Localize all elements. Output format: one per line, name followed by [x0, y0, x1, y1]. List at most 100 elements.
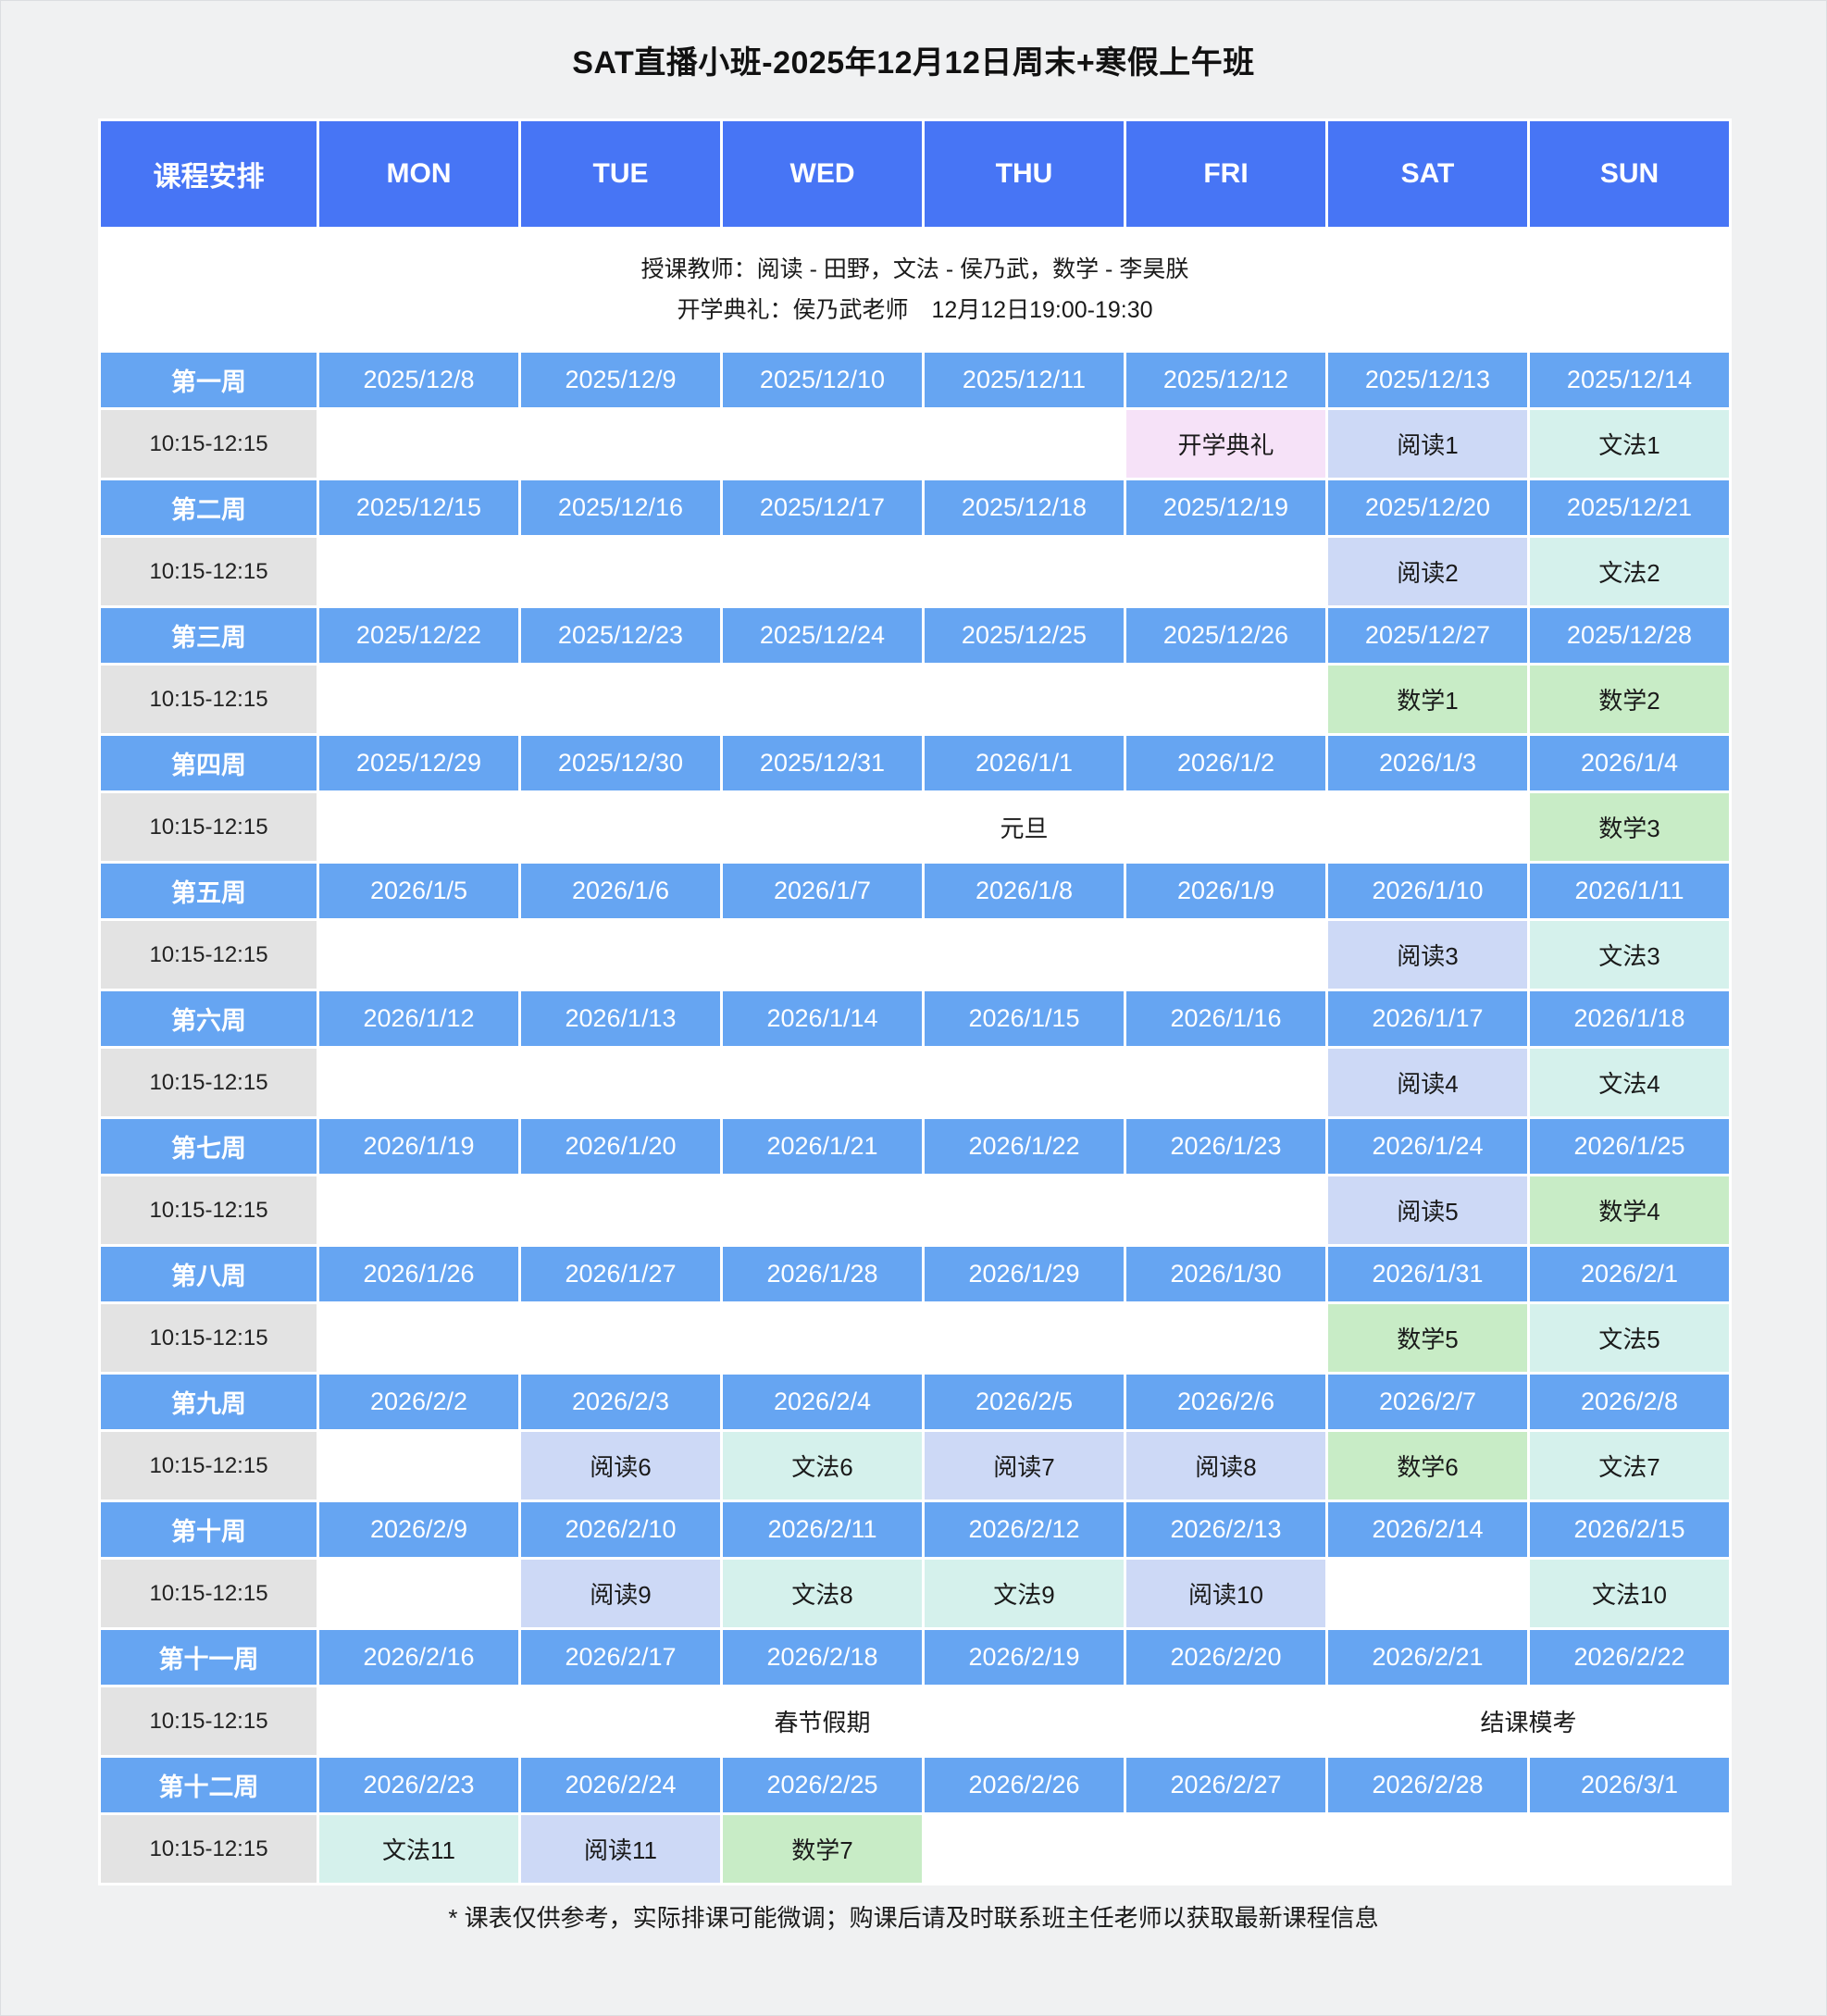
week-2-class-row: 10:15-12:15 阅读2 文法2	[98, 535, 1732, 608]
date-cell: 2025/12/18	[922, 478, 1126, 538]
class-cell-grammar: 文法5	[1527, 1301, 1732, 1375]
date-cell: 2026/1/29	[922, 1244, 1126, 1304]
date-cell: 2026/1/6	[518, 861, 723, 921]
weekday-header-sat: SAT	[1325, 118, 1530, 230]
class-cell-empty	[922, 1301, 1126, 1375]
class-cell-empty	[922, 407, 1126, 480]
date-cell: 2026/2/26	[922, 1755, 1126, 1815]
class-cell-grammar: 文法7	[1527, 1429, 1732, 1502]
week-10-date-row: 第十周 2026/2/9 2026/2/10 2026/2/11 2026/2/12 20…	[98, 1500, 1732, 1560]
schedule-table-wrap: 课程安排 MON TUE WED THU FRI SAT SUN 授课教师：阅读…	[1, 118, 1826, 1885]
weekday-header-sun: SUN	[1527, 118, 1732, 230]
class-cell-math: 数学4	[1527, 1174, 1732, 1247]
week-label: 第十二周	[98, 1755, 319, 1815]
date-cell: 2026/1/8	[922, 861, 1126, 921]
time-slot-cell: 10:15-12:15	[98, 1429, 319, 1502]
week-label: 第十周	[98, 1500, 319, 1560]
date-cell: 2025/12/8	[317, 350, 521, 410]
date-cell: 2026/2/21	[1325, 1627, 1530, 1687]
date-cell: 2026/1/5	[317, 861, 521, 921]
class-cell-reading: 阅读1	[1325, 407, 1530, 480]
schedule-label-cell: 课程安排	[98, 118, 319, 230]
class-cell-reading: 阅读5	[1325, 1174, 1530, 1247]
date-cell: 2026/3/1	[1527, 1755, 1732, 1815]
date-cell: 2026/2/10	[518, 1500, 723, 1560]
class-cell-empty	[922, 1685, 1126, 1758]
time-slot-cell: 10:15-12:15	[98, 1046, 319, 1119]
class-cell-empty	[317, 1046, 521, 1119]
date-cell: 2025/12/14	[1527, 350, 1732, 410]
date-cell: 2026/1/16	[1124, 989, 1328, 1049]
class-cell-empty	[720, 1046, 925, 1119]
class-cell-reading: 阅读6	[518, 1429, 723, 1502]
date-cell: 2026/1/28	[720, 1244, 925, 1304]
week-5-date-row: 第五周 2026/1/5 2026/1/6 2026/1/7 2026/1/8 2026/…	[98, 861, 1732, 921]
week-11-date-row: 第十一周 2026/2/16 2026/2/17 2026/2/18 2026/2/19…	[98, 1627, 1732, 1687]
week-9-date-row: 第九周 2026/2/2 2026/2/3 2026/2/4 2026/2/5 2026/…	[98, 1372, 1732, 1432]
weekday-header-row: 课程安排 MON TUE WED THU FRI SAT SUN	[98, 118, 1732, 230]
date-cell: 2025/12/10	[720, 350, 925, 410]
date-cell: 2026/2/3	[518, 1372, 723, 1432]
class-cell-empty	[922, 535, 1126, 608]
week-3-class-row: 10:15-12:15 数学1 数学2	[98, 663, 1732, 736]
date-cell: 2025/12/12	[1124, 350, 1328, 410]
week-3-date-row: 第三周 2025/12/22 2025/12/23 2025/12/24 2025/12…	[98, 605, 1732, 666]
class-cell-empty	[1124, 663, 1328, 736]
week-5-class-row: 10:15-12:15 阅读3 文法3	[98, 918, 1732, 991]
class-cell-grammar: 文法1	[1527, 407, 1732, 480]
class-cell-empty	[518, 535, 723, 608]
date-cell: 2026/1/17	[1325, 989, 1530, 1049]
date-cell: 2026/2/24	[518, 1755, 723, 1815]
date-cell: 2026/2/11	[720, 1500, 925, 1560]
week-12-class-row: 10:15-12:15 文法11 阅读11 数学7	[98, 1812, 1732, 1885]
week-label: 第三周	[98, 605, 319, 666]
date-cell: 2026/1/2	[1124, 733, 1328, 793]
date-cell: 2026/1/14	[720, 989, 925, 1049]
week-9-class-row: 10:15-12:15 阅读6 文法6 阅读7 阅读8 数学6 文法7	[98, 1429, 1732, 1502]
class-cell-empty	[317, 1301, 521, 1375]
class-cell-empty	[720, 535, 925, 608]
schedule-table-body: 课程安排 MON TUE WED THU FRI SAT SUN 授课教师：阅读…	[98, 118, 1732, 1885]
week-1-date-row: 第一周 2025/12/8 2025/12/9 2025/12/10 2025/12/1…	[98, 350, 1732, 410]
class-cell-empty	[518, 407, 723, 480]
class-cell-empty	[317, 1685, 521, 1758]
class-cell-reading: 阅读2	[1325, 535, 1530, 608]
date-cell: 2025/12/11	[922, 350, 1126, 410]
weekday-header-fri: FRI	[1124, 118, 1328, 230]
date-cell: 2026/2/22	[1527, 1627, 1732, 1687]
date-cell: 2025/12/30	[518, 733, 723, 793]
class-cell-reading: 阅读10	[1124, 1557, 1328, 1630]
week-label: 第五周	[98, 861, 319, 921]
date-cell: 2025/12/13	[1325, 350, 1530, 410]
class-cell-math: 数学3	[1527, 790, 1732, 864]
week-6-class-row: 10:15-12:15 阅读4 文法4	[98, 1046, 1732, 1119]
time-slot-cell: 10:15-12:15	[98, 1174, 319, 1247]
class-info-row: 授课教师：阅读 - 田野，文法 - 侯乃武，数学 - 李昊朕 开学典礼：侯乃武老…	[98, 227, 1732, 353]
date-cell: 2025/12/28	[1527, 605, 1732, 666]
class-cell-grammar: 文法6	[720, 1429, 925, 1502]
date-cell: 2026/1/23	[1124, 1116, 1328, 1176]
class-cell-empty	[1124, 1685, 1328, 1758]
class-cell-empty	[518, 1685, 723, 1758]
class-cell-grammar: 文法4	[1527, 1046, 1732, 1119]
class-cell-math: 数学7	[720, 1812, 925, 1885]
time-slot-cell: 10:15-12:15	[98, 1301, 319, 1375]
class-cell-empty	[922, 663, 1126, 736]
week-label: 第七周	[98, 1116, 319, 1176]
date-cell: 2025/12/25	[922, 605, 1126, 666]
date-cell: 2026/2/23	[317, 1755, 521, 1815]
week-2-date-row: 第二周 2025/12/15 2025/12/16 2025/12/17 2025/12…	[98, 478, 1732, 538]
class-cell-empty	[922, 1174, 1126, 1247]
class-cell-empty	[720, 790, 925, 864]
teachers-line: 授课教师：阅读 - 田野，文法 - 侯乃武，数学 - 李昊朕	[640, 256, 1189, 282]
date-cell: 2026/1/1	[922, 733, 1126, 793]
time-slot-cell: 10:15-12:15	[98, 918, 319, 991]
class-cell-empty	[317, 407, 521, 480]
date-cell: 2026/2/25	[720, 1755, 925, 1815]
date-cell: 2026/1/21	[720, 1116, 925, 1176]
class-cell-math: 数学6	[1325, 1429, 1530, 1502]
class-cell-reading: 阅读11	[518, 1812, 723, 1885]
class-cell-empty	[720, 1174, 925, 1247]
class-cell-empty	[1124, 1174, 1328, 1247]
